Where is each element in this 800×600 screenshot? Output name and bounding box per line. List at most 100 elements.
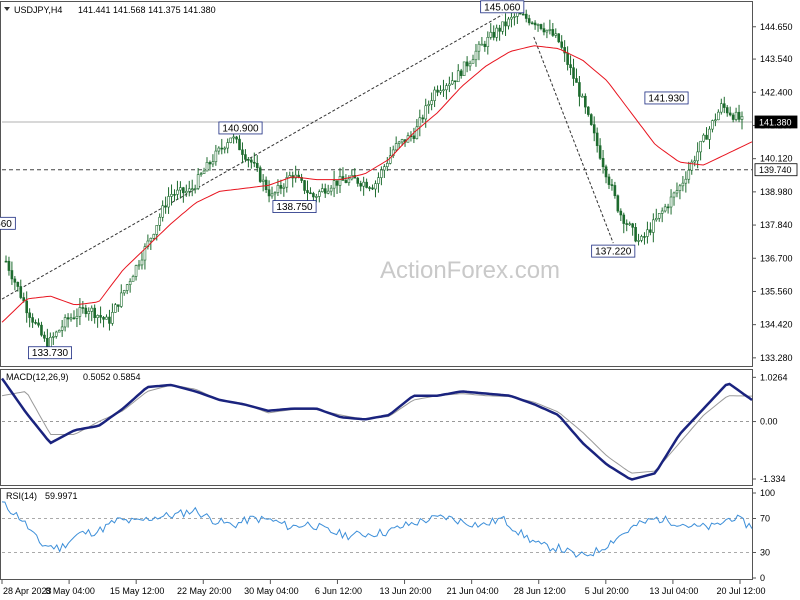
- candle: [507, 16, 510, 30]
- candle: [560, 35, 563, 50]
- price-tick-label: 140.120: [760, 154, 793, 164]
- price-tick-label: 135.560: [760, 286, 793, 296]
- candle: [179, 181, 182, 199]
- time-tick-label: 22 May 20:00: [177, 586, 232, 596]
- candle: [731, 112, 735, 123]
- candle: [306, 180, 309, 202]
- price-marker-box: 139.740: [754, 163, 798, 177]
- candle: [578, 76, 581, 107]
- candle: [643, 232, 646, 245]
- candle: [734, 107, 738, 122]
- rsi-title: RSI(14): [6, 491, 37, 501]
- candle: [377, 172, 380, 193]
- candle: [152, 233, 156, 241]
- candle: [666, 203, 670, 214]
- candle: [72, 310, 76, 320]
- moving-average-line: [1, 45, 753, 323]
- candle: [391, 145, 395, 159]
- candle: [90, 305, 94, 322]
- candle: [335, 180, 339, 194]
- candle: [131, 274, 135, 282]
- candle: [397, 140, 401, 149]
- price-callout: 141.930: [644, 91, 689, 104]
- macd-title: MACD(12,26,9): [6, 372, 69, 382]
- candle: [489, 23, 493, 40]
- candle: [548, 19, 552, 35]
- candle: [501, 21, 504, 35]
- candle: [622, 212, 626, 234]
- trendline-1: [1, 14, 503, 300]
- candle: [530, 21, 534, 25]
- macd-tick-label: 0.00: [760, 417, 778, 427]
- candle: [669, 189, 673, 215]
- candle: [320, 183, 324, 193]
- price-callouts: 145.060 141.930 140.900 138.750 137.220 133.7…: [0, 0, 689, 359]
- time-tick-label: 28 Jun 12:00: [514, 586, 566, 596]
- candle: [708, 126, 711, 150]
- candle: [34, 319, 37, 325]
- candle: [421, 114, 425, 123]
- candle: [427, 100, 430, 114]
- price-tick-label: 134.420: [760, 320, 793, 330]
- trendline-2: [533, 36, 614, 244]
- candle: [483, 40, 487, 52]
- collapse-arrow-icon[interactable]: [4, 7, 10, 11]
- candle: [362, 176, 365, 196]
- candle: [459, 68, 463, 79]
- candle: [545, 29, 549, 39]
- price-callout: 135.560: [0, 216, 16, 230]
- candle: [625, 219, 629, 232]
- candle: [448, 76, 451, 93]
- candle: [60, 319, 64, 337]
- candle: [223, 146, 227, 154]
- candle: [105, 314, 108, 320]
- candle: [687, 161, 691, 184]
- candle: [646, 221, 649, 244]
- candle: [569, 55, 572, 76]
- candle: [193, 184, 197, 194]
- candle: [125, 283, 129, 295]
- rsi-line: [1, 501, 753, 558]
- candle: [374, 180, 377, 198]
- price-callout: 137.220: [591, 244, 636, 258]
- candle: [657, 213, 661, 222]
- candle: [43, 331, 46, 342]
- candle: [586, 106, 590, 117]
- candle: [383, 164, 386, 178]
- candle: [119, 284, 123, 308]
- candle: [675, 182, 679, 198]
- price-callout: 140.900: [218, 121, 263, 134]
- candle: [498, 24, 501, 41]
- symbol-label: USDJPY,H4: [14, 5, 62, 15]
- svg-text:141.930: 141.930: [648, 93, 685, 104]
- candle: [329, 185, 333, 196]
- time-tick-label: 20 Jul 12:00: [716, 586, 765, 596]
- candle: [170, 184, 173, 206]
- candle: [185, 184, 188, 197]
- candle: [326, 184, 330, 195]
- reference-levels: [2, 121, 752, 171]
- candle: [471, 54, 475, 64]
- watermark: ActionForex.com: [380, 257, 560, 284]
- candle: [720, 98, 723, 115]
- candle: [702, 133, 705, 143]
- time-tick-label: 6 Jun 12:00: [315, 586, 362, 596]
- candle: [332, 170, 336, 198]
- candle: [672, 191, 676, 206]
- candle: [63, 314, 67, 332]
- candle: [557, 33, 561, 44]
- candle: [182, 186, 185, 203]
- candle: [226, 138, 229, 154]
- candle: [255, 155, 259, 172]
- candle: [270, 186, 274, 199]
- candle: [37, 318, 40, 328]
- candle: [247, 157, 250, 168]
- candle: [468, 60, 472, 71]
- candle: [474, 43, 478, 67]
- rsi-tick-label: 70: [760, 514, 770, 524]
- svg-text:145.060: 145.060: [484, 2, 521, 13]
- candle: [318, 189, 321, 203]
- candle: [338, 167, 342, 194]
- candle: [714, 113, 717, 127]
- candle: [4, 255, 8, 263]
